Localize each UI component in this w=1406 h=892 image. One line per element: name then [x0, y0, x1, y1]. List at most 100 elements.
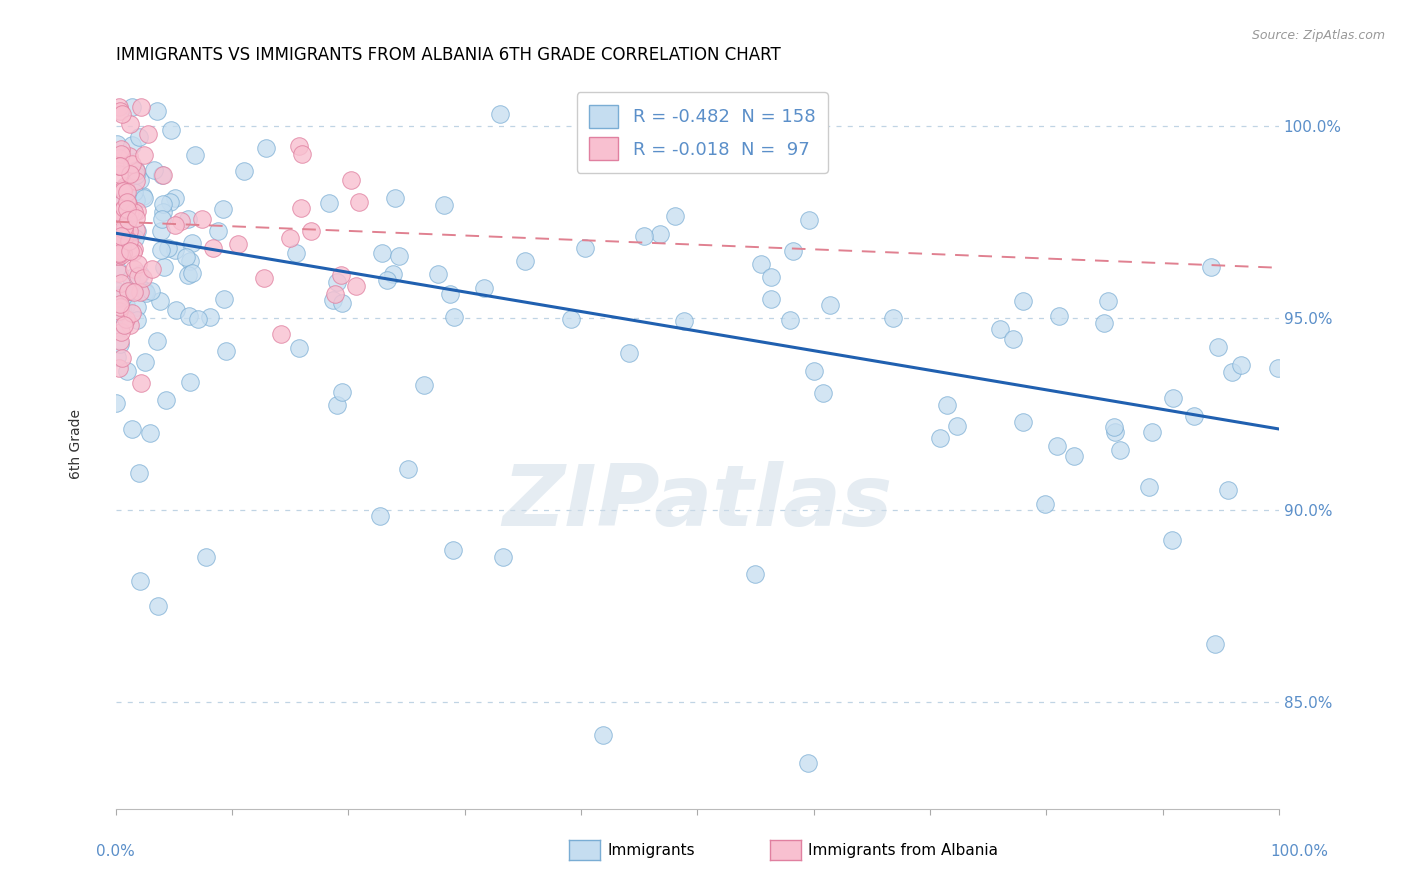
Point [110, 334, 132, 348]
Point [150, 224, 173, 238]
Point [157, 241, 180, 255]
Point [180, 235, 202, 250]
Point [177, 211, 200, 226]
Point [118, 224, 141, 238]
Point [134, 284, 156, 298]
Point [108, 292, 131, 306]
Point [347, 194, 370, 209]
Text: 0.0%: 0.0% [96, 845, 135, 859]
Point [212, 292, 235, 306]
Point [121, 99, 143, 113]
Point [112, 223, 135, 237]
Point [121, 138, 143, 153]
Point [114, 312, 136, 326]
Point [673, 314, 696, 328]
Point [179, 309, 201, 323]
Point [114, 178, 136, 193]
Point [165, 302, 187, 317]
Point [115, 194, 138, 209]
Point [135, 285, 157, 300]
Point [759, 293, 782, 307]
Point [1142, 425, 1164, 439]
Point [152, 197, 174, 211]
Point [183, 148, 205, 162]
Point [108, 336, 131, 351]
Text: Source: ZipAtlas.com: Source: ZipAtlas.com [1251, 29, 1385, 42]
Point [163, 219, 186, 233]
Point [388, 249, 411, 263]
Point [112, 232, 135, 246]
Point [117, 284, 139, 298]
Point [988, 322, 1011, 336]
Point [139, 426, 162, 441]
Point [633, 229, 655, 244]
Point [779, 313, 801, 327]
Point [129, 285, 152, 299]
Point [820, 298, 842, 312]
Point [128, 267, 150, 281]
Point [108, 204, 131, 219]
Point [108, 246, 131, 260]
Point [650, 227, 672, 242]
Point [121, 305, 143, 319]
Point [322, 293, 344, 307]
Point [134, 148, 156, 162]
Point [124, 169, 146, 183]
Point [120, 167, 142, 181]
Point [202, 241, 225, 255]
Point [882, 310, 904, 325]
Point [112, 318, 135, 332]
Point [108, 232, 131, 246]
Point [108, 205, 131, 219]
Point [226, 237, 249, 252]
Point [107, 306, 129, 320]
Point [179, 253, 201, 268]
Point [370, 509, 392, 524]
Point [592, 727, 614, 741]
Point [288, 341, 311, 355]
Point [163, 243, 186, 257]
Point [105, 396, 128, 410]
Point [149, 294, 172, 309]
Point [299, 224, 322, 238]
Point [111, 107, 134, 121]
Point [664, 210, 686, 224]
Point [270, 326, 292, 341]
Point [122, 242, 145, 256]
Point [108, 159, 131, 173]
Point [111, 192, 134, 206]
Point [155, 393, 177, 408]
Point [291, 147, 314, 161]
Point [120, 244, 142, 259]
Point [339, 173, 361, 187]
Point [114, 298, 136, 312]
Point [1139, 480, 1161, 494]
Point [254, 141, 277, 155]
Point [574, 241, 596, 255]
Point [148, 599, 170, 613]
Point [110, 245, 132, 260]
Point [107, 240, 129, 254]
Y-axis label: 6th Grade: 6th Grade [69, 409, 83, 479]
Point [1011, 293, 1033, 308]
Point [117, 244, 139, 258]
Point [232, 163, 254, 178]
Point [441, 543, 464, 558]
Point [332, 385, 354, 400]
Point [117, 284, 139, 298]
Point [141, 262, 163, 277]
Point [1206, 340, 1229, 354]
Point [118, 318, 141, 332]
Point [433, 197, 456, 211]
Point [128, 130, 150, 145]
Point [125, 211, 148, 226]
Point [159, 194, 181, 209]
Text: ZIPatlas: ZIPatlas [502, 461, 893, 544]
Point [439, 287, 461, 301]
Point [115, 219, 138, 234]
Point [110, 321, 132, 335]
Point [110, 229, 132, 244]
Point [472, 281, 495, 295]
Point [1046, 439, 1069, 453]
Point [1092, 316, 1115, 330]
